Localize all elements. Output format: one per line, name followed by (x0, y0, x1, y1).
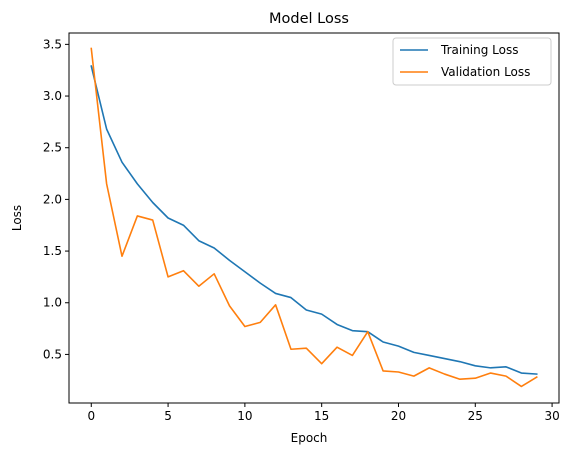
series-line-validation-loss (90, 47, 538, 388)
x-tick-label: 15 (314, 409, 329, 423)
y-axis-label: Loss (10, 205, 24, 231)
x-tick-label: 20 (391, 409, 406, 423)
legend: Training Loss Validation Loss (392, 37, 552, 86)
x-tick-label: 10 (237, 409, 252, 423)
y-tick-label: 1.5 (43, 244, 62, 258)
chart-title: Model Loss (269, 11, 349, 27)
y-tick-label: 2.5 (43, 141, 62, 155)
legend-box (392, 37, 552, 86)
x-tick-label: 25 (468, 409, 483, 423)
y-tick-label: 2.0 (43, 192, 62, 206)
plot-frame (68, 32, 560, 404)
x-axis: 0 5 10 15 20 25 30 (87, 403, 560, 423)
legend-label-training-loss: Training Loss (440, 43, 518, 57)
plot-area (68, 32, 560, 404)
y-tick-label: 0.5 (43, 347, 62, 361)
y-tick-label: 1.0 (43, 296, 62, 310)
x-tick-label: 30 (544, 409, 559, 423)
x-tick-label: 0 (87, 409, 95, 423)
series-line-training-loss (90, 65, 538, 375)
x-axis-label: Epoch (291, 431, 328, 445)
y-axis: 0.5 1.0 1.5 2.0 2.5 3.0 3.5 (43, 37, 69, 361)
legend-label-validation-loss: Validation Loss (441, 65, 530, 79)
y-tick-label: 3.5 (43, 37, 62, 51)
y-tick-label: 3.0 (43, 89, 62, 103)
x-tick-label: 5 (164, 409, 172, 423)
